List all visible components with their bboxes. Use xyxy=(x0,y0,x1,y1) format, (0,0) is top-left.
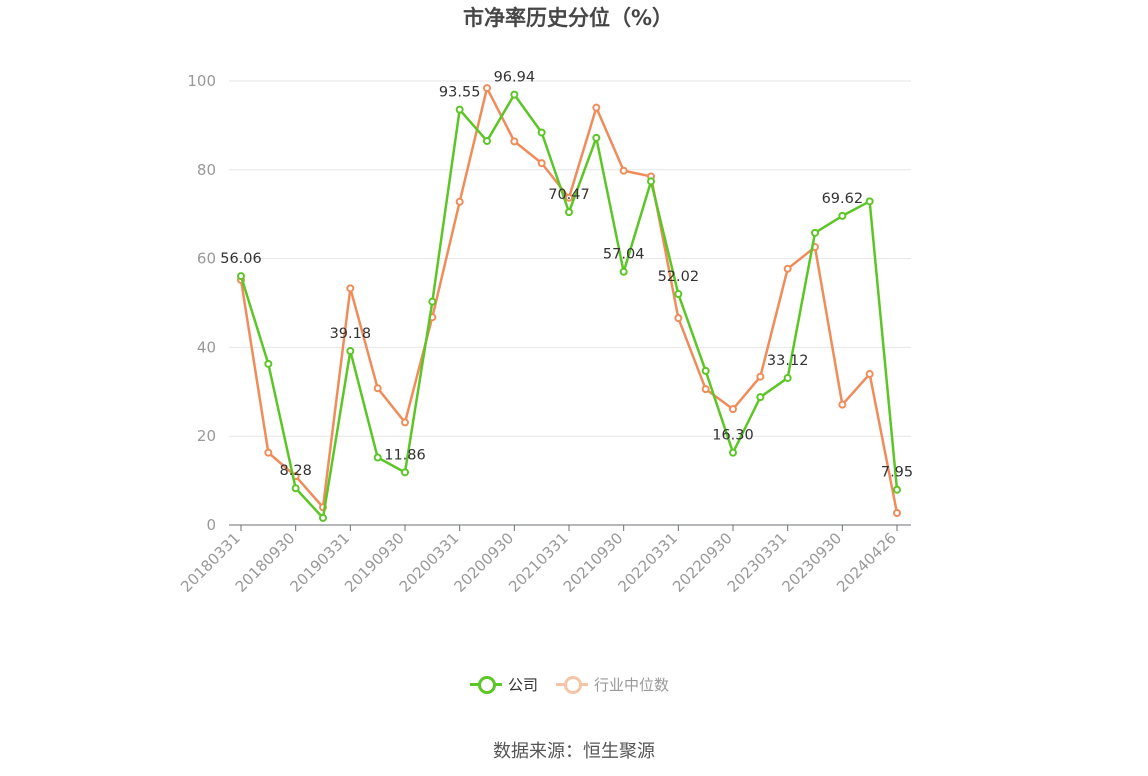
point-company-20180930 xyxy=(291,484,300,493)
legend: 公司 行业中位数 xyxy=(470,673,687,695)
point-company-20190331 xyxy=(346,347,355,356)
point-company-20220630 xyxy=(701,366,710,375)
point-industry-20220331 xyxy=(674,314,683,323)
point-industry-20200930 xyxy=(510,137,519,146)
data-label-20230930: 69.62 xyxy=(822,191,864,207)
point-company-20230930 xyxy=(838,211,847,220)
point-industry-20201231 xyxy=(537,159,546,168)
axes: 0204060801002018033120180930201903312019… xyxy=(177,72,911,596)
data-label-20210331: 70.47 xyxy=(548,187,590,203)
y-tick-label-0: 0 xyxy=(206,516,216,534)
legend-company-marker xyxy=(478,676,496,694)
y-tick-label-100: 100 xyxy=(187,72,216,90)
point-industry-20180630 xyxy=(264,448,273,457)
point-company-20220331 xyxy=(674,290,683,299)
data-label-20220331: 52.02 xyxy=(658,269,700,285)
legend-company-label: 公司 xyxy=(508,675,539,694)
point-company-20180331 xyxy=(237,272,245,281)
point-company-20190930 xyxy=(401,468,409,477)
point-industry-20210630 xyxy=(592,103,601,112)
point-company-20221231 xyxy=(756,393,765,402)
point-industry-20210331 xyxy=(565,193,573,202)
data-label-20180930: 8.28 xyxy=(280,463,312,479)
point-company-20231231 xyxy=(865,197,874,206)
series-line-company xyxy=(239,93,899,520)
chart-title: 市净率历史分位（%） xyxy=(462,6,674,30)
legend-item-company[interactable]: 公司 xyxy=(470,673,538,695)
point-company-20200331 xyxy=(455,105,464,114)
point-industry-20190930 xyxy=(401,418,409,427)
data-source-note: 数据来源：恒生聚源 xyxy=(493,741,655,762)
data-label-20190930: 11.86 xyxy=(384,447,426,463)
point-company-20210630 xyxy=(592,133,601,142)
series-layer xyxy=(237,84,901,522)
data-label-20230331: 33.12 xyxy=(767,353,809,369)
point-company-20200930 xyxy=(510,90,519,99)
point-industry-20220630 xyxy=(701,385,710,394)
grid-lines xyxy=(229,80,911,437)
point-company-20230331 xyxy=(783,373,792,382)
data-label-20190331: 39.18 xyxy=(330,326,372,342)
data-label-20240426: 7.95 xyxy=(881,465,913,481)
point-company-20211231 xyxy=(647,177,655,186)
point-industry-20231231 xyxy=(865,370,874,379)
point-company-20200630 xyxy=(483,136,491,145)
point-company-20210331 xyxy=(565,208,573,217)
point-company-20210930 xyxy=(619,267,628,276)
point-industry-20200630 xyxy=(483,84,491,93)
point-company-20220930 xyxy=(729,448,737,457)
data-label-20200331: 93.55 xyxy=(439,85,481,101)
y-tick-label-60: 60 xyxy=(197,250,216,268)
point-industry-20240426 xyxy=(893,509,901,518)
legend-company-swatch xyxy=(470,673,502,695)
series-industry-median xyxy=(237,84,901,518)
data-label-20220930: 16.30 xyxy=(712,428,754,444)
point-company-20240426 xyxy=(893,485,901,494)
series-line-industry-median xyxy=(239,86,899,514)
data-labels: 56.06 8.28 39.18 11.86 93.55 96.94 70.47 57.04 5… xyxy=(220,70,913,481)
data-label-20180331: 56.06 xyxy=(220,251,262,267)
point-industry-20230331 xyxy=(783,264,792,273)
y-tick-label-20: 20 xyxy=(197,427,216,445)
data-label-20210930: 57.04 xyxy=(603,247,645,263)
point-industry-20210930 xyxy=(619,166,628,175)
point-industry-20230930 xyxy=(838,400,847,409)
point-company-20201231 xyxy=(537,128,546,137)
point-company-20180630 xyxy=(264,359,273,368)
legend-industry-marker xyxy=(564,676,583,694)
point-industry-20200331 xyxy=(455,197,464,206)
legend-item-industry-median[interactable]: 行业中位数 xyxy=(556,673,669,695)
point-industry-20190630 xyxy=(373,384,382,393)
point-company-20191231 xyxy=(428,297,437,306)
point-company-20190630 xyxy=(373,453,382,462)
point-company-20181231 xyxy=(319,513,327,522)
point-industry-20221231 xyxy=(756,372,765,381)
y-tick-label-80: 80 xyxy=(197,161,216,179)
x-tick-label-20240426: 20240426 xyxy=(833,529,900,596)
y-tick-label-40: 40 xyxy=(197,338,216,356)
point-industry-20220930 xyxy=(729,405,737,414)
point-industry-20190331 xyxy=(346,284,355,293)
point-company-20230630 xyxy=(811,228,819,237)
legend-industry-swatch xyxy=(556,673,589,695)
data-label-20200930: 96.94 xyxy=(494,70,536,86)
legend-industry-label: 行业中位数 xyxy=(594,675,670,694)
series-company xyxy=(237,90,901,522)
